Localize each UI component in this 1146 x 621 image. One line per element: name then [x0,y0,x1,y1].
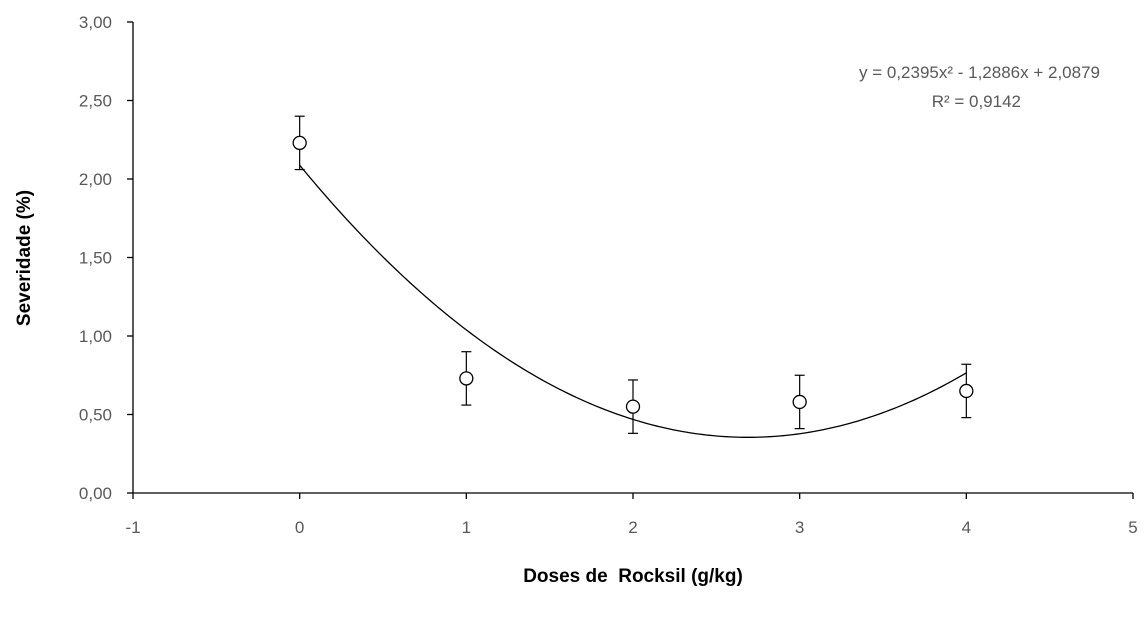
y-tick-label: 1,00 [79,327,112,346]
y-axis-title: Severidade (%) [14,190,35,326]
x-tick-label: 0 [295,518,304,537]
x-axis-ticks: -1 0 1 2 3 4 5 [125,493,1138,537]
x-tick-label: 4 [962,518,971,537]
x-tick-label: 1 [462,518,471,537]
trendline-equation: y = 0,2395x² - 1,2886x + 2,0879 [859,63,1100,82]
y-tick-label: 1,50 [79,249,112,268]
data-point [792,394,807,410]
trendline-r2: R² = 0,9142 [932,92,1021,111]
y-tick-label: 3,00 [79,13,112,32]
y-tick-label: 2,00 [79,170,112,189]
x-tick-label: 5 [1128,518,1137,537]
y-tick-label: 0,00 [79,484,112,503]
data-points [292,135,974,414]
data-point [292,135,307,151]
y-axis-ticks: 0,00 0,50 1,00 1,50 2,00 2,50 3,00 [79,13,133,503]
x-axis-title: Doses de Rocksil (g/kg) [523,566,743,587]
x-tick-label: -1 [125,518,140,537]
data-point [625,399,641,414]
error-bars [294,115,972,434]
x-tick-label: 3 [795,518,804,537]
y-tick-label: 2,50 [79,92,112,111]
y-tick-label: 0,50 [79,406,112,425]
data-point [459,371,474,386]
x-tick-label: 2 [628,518,637,537]
data-point [959,383,974,399]
